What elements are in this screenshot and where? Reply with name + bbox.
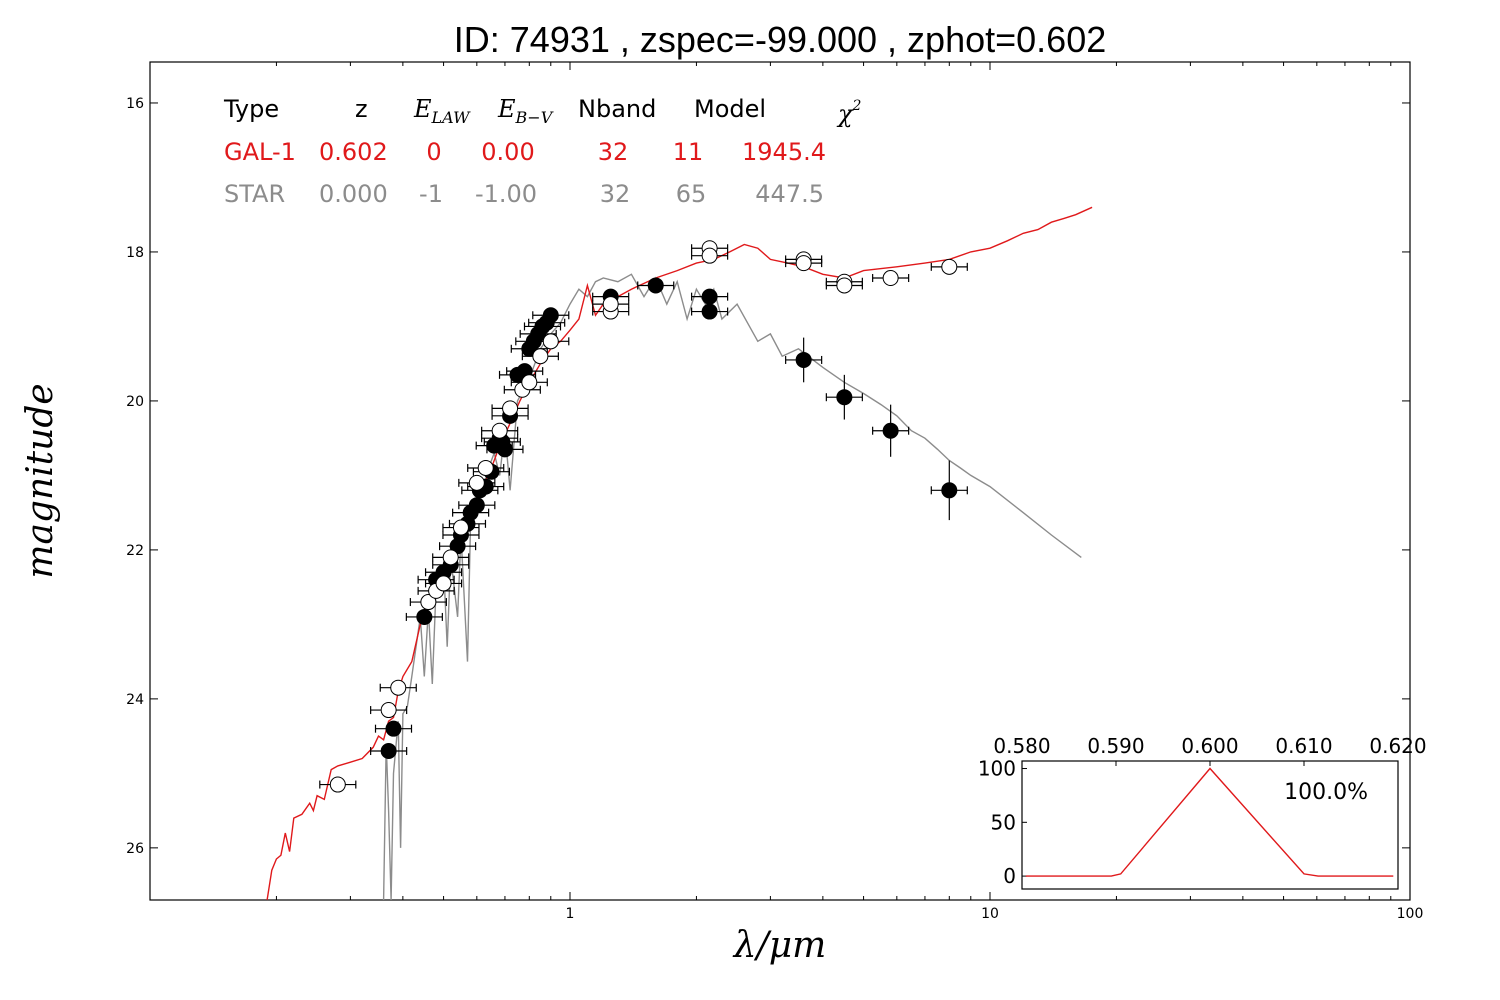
open-point <box>930 258 968 275</box>
y-tick-label: 16 <box>126 96 144 112</box>
inset-pdf-curve <box>1025 767 1394 877</box>
filled-photometry-points <box>370 277 968 760</box>
gal-chi2: 1945.4 <box>742 138 826 166</box>
open-point <box>424 575 463 592</box>
open-point <box>409 594 447 611</box>
open-point <box>442 519 480 536</box>
filled-point <box>374 720 413 737</box>
galaxy-curve-path <box>266 206 1093 901</box>
filled-point <box>691 288 729 305</box>
inset-y-tick-label: 0 <box>1003 864 1016 888</box>
inset-frame <box>1021 760 1399 890</box>
star-chi2: 447.5 <box>755 180 824 208</box>
open-point <box>825 277 863 294</box>
inset-pdf-path <box>1025 767 1394 877</box>
filled-point <box>532 307 570 324</box>
gal-nband: 32 <box>598 138 629 166</box>
star-model-curve <box>382 273 1082 901</box>
open-point <box>532 333 570 350</box>
gal-ebv: 0.00 <box>481 138 534 166</box>
open-point <box>785 255 823 272</box>
y-tick-label: 18 <box>126 245 144 261</box>
hdr-elaw: ELAW <box>413 95 471 127</box>
open-point <box>379 679 417 696</box>
inset-x-tick-label: 0.580 <box>993 734 1050 758</box>
open-point <box>481 422 519 439</box>
star-curve-path <box>382 273 1082 901</box>
fit-table: Type z ELAW EB−V Nband Model χ2 GAL-1 0.… <box>223 95 862 208</box>
star-nband: 32 <box>600 180 631 208</box>
open-point <box>491 400 529 417</box>
filled-point <box>370 743 408 760</box>
open-point <box>510 374 548 391</box>
filled-point <box>930 460 968 521</box>
hdr-type: Type <box>223 95 279 123</box>
hdr-ebv: EB−V <box>497 95 554 127</box>
open-point <box>432 549 470 566</box>
inset-y-tick-label: 50 <box>991 810 1016 834</box>
filled-point <box>486 441 524 458</box>
inset-x-tick-label: 0.620 <box>1369 734 1426 758</box>
filled-point <box>637 277 675 294</box>
filled-point <box>691 303 729 320</box>
filled-point <box>872 404 910 457</box>
hdr-nband: Nband <box>578 95 656 123</box>
redshift-pdf-inset: 0.580 0.590 0.600 0.610 0.620 0 50 100 100.0% <box>978 734 1427 890</box>
star-elaw: -1 <box>419 180 443 208</box>
open-point <box>691 247 729 264</box>
hdr-chi2: χ2 <box>836 98 862 128</box>
open-point <box>872 270 910 287</box>
inset-x-tick-label: 0.590 <box>1087 734 1144 758</box>
galaxy-model-curve <box>266 206 1093 901</box>
open-point <box>458 474 496 491</box>
open-point <box>592 296 630 313</box>
gal-z: 0.602 <box>319 138 388 166</box>
figure-title: ID: 74931 , zspec=-99.000 , zphot=0.602 <box>454 19 1106 60</box>
gal-model: 11 <box>673 138 704 166</box>
y-axis-label: magnitude <box>20 383 61 578</box>
hdr-model: Model <box>694 95 766 123</box>
star-z: 0.000 <box>319 180 388 208</box>
filled-point <box>785 337 823 383</box>
y-tick-label: 22 <box>126 543 144 559</box>
y-tick-label: 20 <box>126 394 144 410</box>
filled-point <box>405 608 443 625</box>
open-point <box>521 348 559 365</box>
gal-elaw: 0 <box>426 138 441 166</box>
y-tick-label: 24 <box>126 692 144 708</box>
inset-x-tick-label: 0.600 <box>1181 734 1238 758</box>
star-model: 65 <box>676 180 707 208</box>
y-tick-label: 26 <box>126 841 144 857</box>
filled-point <box>825 374 863 420</box>
main-plot-frame <box>149 61 1411 901</box>
x-tick-label: 1 <box>566 906 575 922</box>
x-axis-label: λ/μm <box>732 925 826 966</box>
inset-axis-ticks: 0.580 0.590 0.600 0.610 0.620 0 50 100 <box>978 734 1427 888</box>
open-photometry-points <box>319 240 968 793</box>
gal-type: GAL-1 <box>224 138 296 166</box>
star-type: STAR <box>224 180 285 208</box>
inset-percent-label: 100.0% <box>1284 780 1368 805</box>
inset-x-tick-label: 0.610 <box>1275 734 1332 758</box>
hdr-z: z <box>355 95 368 123</box>
open-point <box>370 702 408 719</box>
x-tick-label: 100 <box>1397 906 1424 922</box>
open-point <box>319 776 357 793</box>
open-point <box>467 459 505 476</box>
inset-y-tick-label: 100 <box>978 757 1016 781</box>
x-tick-label: 10 <box>981 906 999 922</box>
star-ebv: -1.00 <box>475 180 537 208</box>
